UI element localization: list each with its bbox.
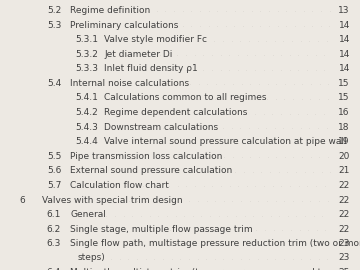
Text: 22: 22 [339, 181, 350, 190]
Text: 25: 25 [338, 268, 350, 270]
Text: 15: 15 [338, 93, 350, 102]
Text: External sound pressure calculation: External sound pressure calculation [70, 166, 233, 175]
Text: 5.4.4: 5.4.4 [75, 137, 98, 146]
Text: 6.1: 6.1 [47, 210, 61, 219]
Text: 6.2: 6.2 [47, 225, 61, 234]
Text: Pipe transmission loss calculation: Pipe transmission loss calculation [70, 152, 222, 161]
Text: 19: 19 [338, 137, 350, 146]
Text: Valve style modifier Fc: Valve style modifier Fc [104, 35, 207, 44]
Text: Valves with special trim design: Valves with special trim design [42, 195, 183, 204]
Text: General: General [70, 210, 106, 219]
Text: Valve internal sound pressure calculation at pipe wall: Valve internal sound pressure calculatio… [104, 137, 347, 146]
Text: 23: 23 [338, 239, 350, 248]
Text: 5.4: 5.4 [47, 79, 61, 88]
Text: 22: 22 [339, 210, 350, 219]
Text: 5.3.2: 5.3.2 [75, 50, 98, 59]
Text: 22: 22 [339, 195, 350, 204]
Text: 5.5: 5.5 [47, 152, 61, 161]
Text: 5.3: 5.3 [47, 21, 61, 29]
Text: 21: 21 [338, 166, 350, 175]
Text: 13: 13 [338, 6, 350, 15]
Text: Regime dependent calculations: Regime dependent calculations [104, 108, 248, 117]
Text: 5.7: 5.7 [47, 181, 61, 190]
Text: 5.4.3: 5.4.3 [75, 123, 98, 131]
Text: 14: 14 [338, 64, 350, 73]
Text: 6: 6 [20, 195, 26, 204]
Text: Jet diameter Di: Jet diameter Di [104, 50, 173, 59]
Text: 5.2: 5.2 [47, 6, 61, 15]
Text: 20: 20 [338, 152, 350, 161]
Text: 14: 14 [338, 21, 350, 29]
Text: Regime definition: Regime definition [70, 6, 150, 15]
Text: 14: 14 [338, 35, 350, 44]
Text: 15: 15 [338, 79, 350, 88]
Text: 5.3.3: 5.3.3 [75, 64, 98, 73]
Text: Inlet fluid density ρ1: Inlet fluid density ρ1 [104, 64, 198, 73]
Text: Calculations common to all regimes: Calculations common to all regimes [104, 93, 267, 102]
Text: 5.3.1: 5.3.1 [75, 35, 98, 44]
Text: 6.4: 6.4 [47, 268, 61, 270]
Text: 5.4.1: 5.4.1 [75, 93, 98, 102]
Text: Multipath, multistage trim (two or more passages and two or more stages): Multipath, multistage trim (two or more … [70, 268, 360, 270]
Text: Preliminary calculations: Preliminary calculations [70, 21, 179, 29]
Text: Single flow path, multistage pressure reduction trim (two or more throttling: Single flow path, multistage pressure re… [70, 239, 360, 248]
Text: 23: 23 [338, 253, 350, 262]
Text: 14: 14 [338, 50, 350, 59]
Text: Single stage, multiple flow passage trim: Single stage, multiple flow passage trim [70, 225, 253, 234]
Text: 18: 18 [338, 123, 350, 131]
Text: 5.6: 5.6 [47, 166, 61, 175]
Text: steps): steps) [77, 253, 105, 262]
Text: 16: 16 [338, 108, 350, 117]
Text: Downstream calculations: Downstream calculations [104, 123, 219, 131]
Text: Calculation flow chart: Calculation flow chart [70, 181, 169, 190]
Text: 5.4.2: 5.4.2 [75, 108, 98, 117]
Text: 22: 22 [339, 225, 350, 234]
Text: 6.3: 6.3 [47, 239, 61, 248]
Text: Internal noise calculations: Internal noise calculations [70, 79, 189, 88]
